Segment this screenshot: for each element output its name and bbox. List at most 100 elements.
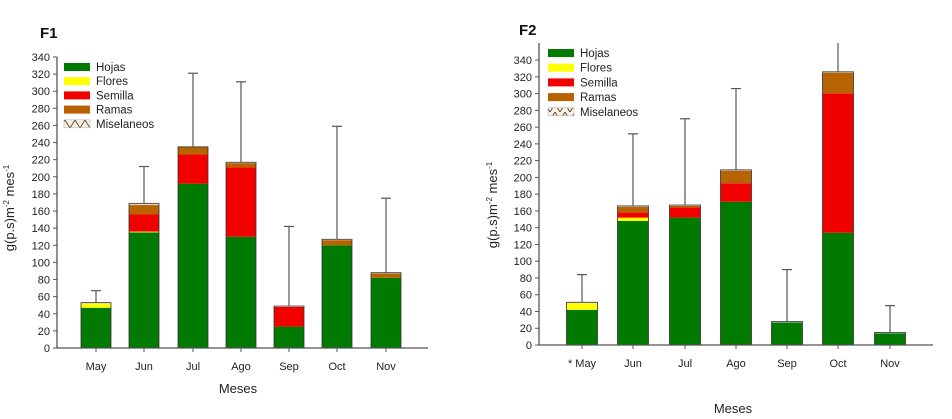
chart-f2: F2 * May Jun Jul Ago Sep Oct Nov 0 20 40 60 80 100 120… <box>485 22 933 416</box>
bar-segment-miselaneos <box>822 71 854 73</box>
y-tick-label: 220 <box>514 156 532 168</box>
bar-stack-jul <box>177 72 209 349</box>
x-tick-label: Sep <box>279 361 299 373</box>
legend-swatch-hojas <box>64 63 90 71</box>
bar-segment-miselaneos <box>720 169 752 171</box>
bar-segment-hojas <box>81 307 111 348</box>
y-tick-label: 40 <box>38 309 50 321</box>
y-axis-label: g(p.s)m-2 mes-1 <box>485 161 500 248</box>
y-tick-label: 300 <box>32 86 50 98</box>
y-tick-label: 140 <box>32 223 50 235</box>
y-tick-label: 240 <box>32 138 50 150</box>
legend: Hojas Flores Semilla Ramas Miselaneos <box>63 62 154 131</box>
bar-segment-flores <box>81 303 111 308</box>
bar-segment-miselaneos <box>226 162 256 164</box>
y-tick-label: 280 <box>514 105 532 117</box>
bar-stack-oct <box>822 43 854 346</box>
bar-segment-semilla <box>274 306 304 327</box>
y-tick-label: 220 <box>32 155 50 167</box>
bar-segment-hojas <box>274 326 304 348</box>
bar-segment-hojas <box>371 277 401 348</box>
legend-swatch-semilla <box>548 78 574 87</box>
bar-segment-ramas <box>371 273 401 278</box>
legend-label: Semilla <box>580 77 618 89</box>
chart-f1: F1 May Jun Jul Ago Sep Oct Nov 0 20 40 60 80 100 120 14… <box>2 25 428 396</box>
legend-swatch-flores <box>64 77 90 86</box>
bar-segment-ramas <box>669 205 701 208</box>
y-label-mid: mes <box>485 168 500 197</box>
y-tick-label: 180 <box>32 189 50 201</box>
y-tick-label: 160 <box>514 206 532 218</box>
bar-segment-miselaneos <box>874 332 906 334</box>
bar-segment-ramas <box>129 205 159 215</box>
bar-segment-hojas <box>720 201 752 345</box>
bar-segment-ramas <box>226 163 256 168</box>
legend-swatch-ramas <box>548 93 574 102</box>
y-tick-label: 280 <box>32 103 50 115</box>
legend-label: Hojas <box>580 48 610 60</box>
bar-segment-hojas <box>617 220 649 345</box>
bar-segment-miselaneos <box>322 239 352 241</box>
bar-segment-hojas <box>178 183 208 348</box>
x-axis-label: Meses <box>219 381 258 396</box>
y-tick-label: 160 <box>32 206 50 218</box>
bar-segment-hojas <box>129 232 159 348</box>
x-tick-label: Nov <box>880 358 900 370</box>
x-tick-label: Ago <box>726 358 746 370</box>
x-tick-label: Ago <box>231 361 251 373</box>
x-axis-label: Meses <box>714 401 753 416</box>
bar-stack-jul <box>669 118 701 346</box>
legend-label: Semilla <box>96 90 134 102</box>
bar-segment-hojas <box>226 236 256 348</box>
y-tick-label: 300 <box>514 89 532 101</box>
y-tick-label: 120 <box>514 239 532 251</box>
chart-title: F1 <box>40 25 58 42</box>
bar-segment-semilla <box>617 212 649 218</box>
y-label-exp: -1 <box>2 164 11 172</box>
y-label-exp: -2 <box>485 197 494 205</box>
y-tick-label: 260 <box>514 122 532 134</box>
legend: Hojas Flores Semilla Ramas Miselaneos <box>547 48 638 119</box>
bar-segment-ramas <box>178 146 208 155</box>
y-label-exp: -1 <box>485 161 494 169</box>
y-tick-label: 40 <box>520 306 532 318</box>
bar-segment-miselaneos <box>129 203 159 206</box>
legend-label: Flores <box>96 76 128 88</box>
bar-stack-jun <box>617 133 649 346</box>
legend-swatch-flores <box>548 63 574 72</box>
legend-swatch-semilla <box>64 91 90 100</box>
x-tick-label: * May <box>568 358 597 370</box>
bar-segment-miselaneos <box>274 306 304 307</box>
x-tick-label: Oct <box>829 358 846 370</box>
y-tick-label: 240 <box>514 139 532 151</box>
x-tick-label: Jul <box>678 358 692 370</box>
y-tick-label: 60 <box>38 292 50 304</box>
y-tick-label: 340 <box>514 55 532 67</box>
bar-segment-hojas <box>669 217 701 345</box>
y-tick-label: 0 <box>44 343 50 355</box>
chart-title: F2 <box>519 22 537 39</box>
bar-segment-miselaneos <box>771 321 803 323</box>
y-tick-label: 20 <box>38 326 50 338</box>
y-tick-label: 320 <box>32 69 50 81</box>
x-tick-label: Jun <box>135 361 153 373</box>
legend-label: Ramas <box>580 92 617 104</box>
bar-stack-sep <box>771 268 803 346</box>
y-tick-label: 60 <box>520 290 532 302</box>
bar-segment-semilla <box>178 154 208 184</box>
bar-stack-ago <box>720 87 752 346</box>
bar-stack-may <box>80 290 112 349</box>
bar-segment-semilla <box>129 214 159 232</box>
bar-segment-ramas <box>617 206 649 213</box>
bar-segment-miselaneos <box>669 205 701 206</box>
bar-segment-flores <box>129 231 159 233</box>
legend-swatch-miselaneos <box>547 107 575 117</box>
x-tick-label: Nov <box>376 361 396 373</box>
x-tick-label: Oct <box>328 361 345 373</box>
y-tick-label: 200 <box>514 172 532 184</box>
bar-segment-semilla <box>226 167 256 237</box>
x-tick-label: Jun <box>624 358 642 370</box>
y-tick-label: 80 <box>520 273 532 285</box>
y-tick-label: 180 <box>514 189 532 201</box>
